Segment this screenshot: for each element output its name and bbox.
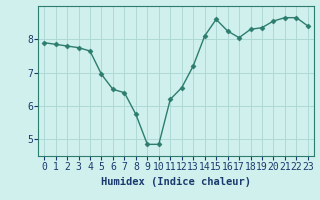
X-axis label: Humidex (Indice chaleur): Humidex (Indice chaleur)	[101, 177, 251, 187]
